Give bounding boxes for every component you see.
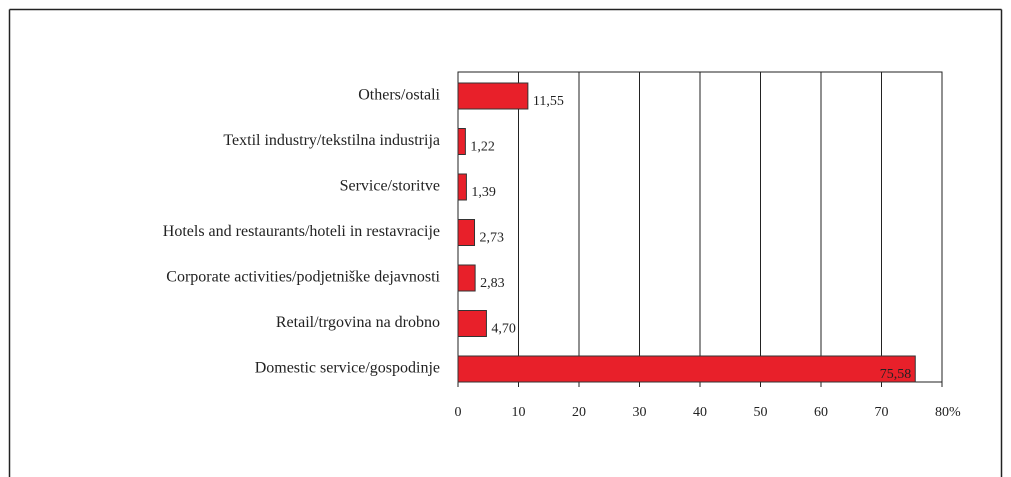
x-tick-label: 60 [814,405,828,420]
value-label: 2,83 [480,276,505,291]
y-tick-label: Corporate activities/podjetniške dejavno… [166,269,440,286]
x-tick-label: 50 [754,405,768,420]
x-unit: % [949,405,961,420]
value-label: 4,70 [491,322,516,337]
x-tick-label: 70 [875,405,889,420]
bar [457,173,467,201]
bar [457,264,476,292]
bar [457,128,466,155]
bar [457,310,487,337]
value-label: 75,58 [880,367,912,382]
y-tick-label: Retail/trgovina na drobno [276,314,440,331]
bar [457,219,476,246]
x-tick-label: 10 [512,405,526,420]
value-label: 1,22 [470,140,495,155]
x-tick-label: 20 [572,405,586,420]
x-tick-label: 0 [455,405,462,420]
x-tick-label: 80 [935,405,949,420]
x-tick-label: 40 [693,405,707,420]
y-tick-label: Service/storitve [340,178,440,195]
bar [457,355,916,383]
x-tick-label: 30 [633,405,647,420]
value-label: 11,55 [533,94,564,109]
y-tick-label: Textil industry/tekstilna industrija [223,132,440,149]
value-label: 1,39 [471,185,496,200]
y-tick-label: Others/ostali [358,87,440,104]
bar [457,82,529,110]
value-label: 2,73 [480,231,505,246]
y-tick-label: Hotels and restaurants/hoteli in restavr… [163,223,440,240]
y-tick-label: Domestic service/gospodinje [255,360,440,377]
